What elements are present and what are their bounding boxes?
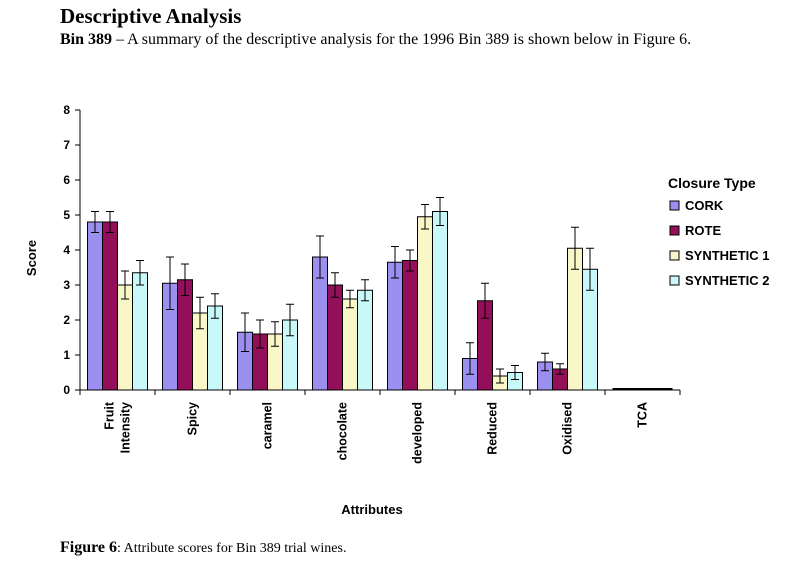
bar	[132, 272, 148, 391]
legend-label: SYNTHETIC 2	[685, 273, 770, 288]
x-tick-label: developed	[411, 402, 425, 464]
intro-text: – A summary of the descriptive analysis …	[112, 31, 692, 48]
y-tick-label: 3	[63, 278, 70, 292]
y-tick-label: 1	[63, 348, 70, 362]
y-tick-label: 4	[63, 243, 70, 257]
x-tick-label: chocolate	[336, 402, 350, 460]
y-tick-label: 0	[63, 383, 70, 397]
caption-bold-label: Figure 6	[60, 539, 118, 556]
section-heading: Descriptive Analysis	[60, 4, 242, 28]
bar	[417, 216, 433, 391]
bar	[177, 279, 193, 391]
bar	[342, 298, 358, 391]
y-tick-label: 6	[63, 173, 70, 187]
x-tick-label: Oxidised	[561, 402, 575, 455]
x-tick-label: Reduced	[486, 402, 500, 455]
legend-label: CORK	[685, 198, 724, 213]
bar	[357, 289, 373, 391]
bar	[102, 221, 118, 391]
legend-swatch	[669, 250, 680, 261]
legend: CORK ROTE SYNTHETIC 1 SYNTHETIC 2	[669, 198, 770, 288]
x-tick-label: Spicy	[186, 402, 200, 435]
y-tick-label: 8	[63, 103, 70, 117]
x-tick-label: caramel	[261, 402, 275, 449]
bar	[387, 261, 403, 391]
figure-caption: Figure 6: Attribute scores for Bin 389 t…	[60, 539, 346, 557]
intro-bold-label: Bin 389	[60, 31, 113, 48]
bar	[612, 388, 673, 390]
y-axis-label: Score	[24, 240, 39, 276]
bar	[327, 284, 343, 391]
legend-title: Closure Type	[668, 175, 756, 191]
bar	[432, 211, 448, 391]
y-tick-label: 2	[63, 313, 70, 327]
x-tick-label: TCA	[636, 402, 650, 428]
legend-label: SYNTHETIC 1	[685, 248, 770, 263]
caption-text: : Attribute scores for Bin 389 trial win…	[117, 541, 347, 556]
plot-area: 0 1 2 3 4 5 6 7 8 Fruit Intensity Spicy caramel choco…	[63, 103, 681, 464]
y-tick-label: 5	[63, 208, 70, 222]
x-axis-label: Attributes	[341, 502, 402, 517]
legend-swatch	[669, 275, 680, 286]
bar	[87, 221, 103, 391]
bar	[117, 284, 133, 391]
x-tick-label: Fruit	[103, 401, 117, 430]
x-tick-label: Intensity	[119, 402, 133, 453]
y-tick-label: 7	[63, 138, 70, 152]
intro-paragraph: Bin 389 – A summary of the descriptive a…	[60, 30, 740, 50]
legend-swatch	[669, 200, 680, 211]
legend-swatch	[669, 225, 680, 236]
legend-label: ROTE	[685, 223, 721, 238]
bar	[402, 260, 418, 391]
